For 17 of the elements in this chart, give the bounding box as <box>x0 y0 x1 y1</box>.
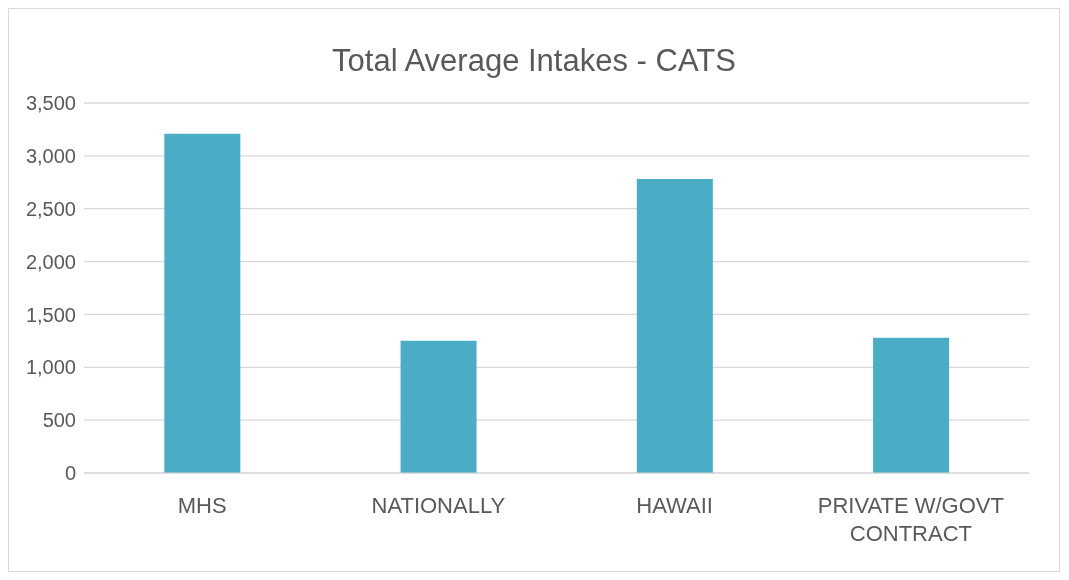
bar <box>873 337 950 473</box>
bar <box>164 133 241 473</box>
y-tick-label: 1,500 <box>25 303 76 326</box>
bar <box>400 340 477 473</box>
x-tick-label: PRIVATE W/GOVT CONTRACT <box>817 493 1004 546</box>
y-tick-label: 2,500 <box>25 197 76 220</box>
y-tick-label: 2,000 <box>25 250 76 273</box>
x-tick-label: MHS <box>177 493 227 518</box>
y-tick-label: 0 <box>64 462 76 485</box>
x-tick-label: HAWAII <box>636 493 713 518</box>
y-tick-label: 3,500 <box>25 92 76 115</box>
y-tick-label: 1,000 <box>25 356 76 379</box>
y-tick-label: 500 <box>42 409 76 432</box>
bar <box>636 179 713 473</box>
x-tick-label: NATIONALLY <box>371 493 506 518</box>
y-tick-label: 3,000 <box>25 144 76 167</box>
chart-title: Total Average Intakes - CATS <box>331 43 737 80</box>
